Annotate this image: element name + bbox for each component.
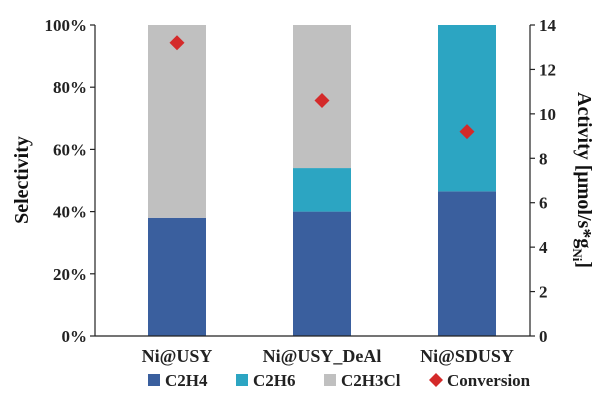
right-tick-label: 14 (539, 16, 557, 35)
right-tick-label: 4 (539, 238, 548, 257)
x-category-labels: Ni@USY Ni@USY_DeAl Ni@SDUSY (142, 346, 514, 366)
left-tick-label: 40% (53, 203, 87, 222)
right-tick-label: 2 (539, 283, 548, 302)
y2-axis-title-subscript: Ni (570, 248, 585, 261)
category-label-3: Ni@SDUSY (420, 346, 514, 366)
conversion-marker-1 (169, 35, 185, 51)
category-label-1: Ni@USY (142, 346, 213, 366)
legend-swatch-conversion (429, 373, 443, 387)
bar-c2h3cl-1 (148, 25, 206, 218)
y2-axis-title-main: Activity [μmol/s*g (573, 92, 595, 248)
legend-swatch-c2h3cl (324, 374, 336, 386)
right-tick-label: 6 (539, 194, 548, 213)
left-tick-label: 80% (53, 78, 87, 97)
right-tick-label: 12 (539, 60, 556, 79)
bar-c2h6-3 (438, 25, 496, 192)
bars-group (148, 25, 496, 336)
right-tick-label: 8 (539, 149, 548, 168)
left-tick-label: 100% (45, 16, 88, 35)
legend-label-c2h6: C2H6 (253, 371, 296, 390)
right-y-ticks: 0 2 4 6 8 10 12 14 (530, 16, 557, 346)
left-tick-label: 0% (62, 327, 88, 346)
bar-c2h4-1 (148, 217, 206, 336)
bar-c2h6-2 (293, 168, 351, 212)
conversion-marker-2 (314, 93, 330, 109)
right-tick-label: 0 (539, 327, 548, 346)
bar-c2h4-2 (293, 211, 351, 336)
category-label-2: Ni@USY_DeAl (263, 346, 382, 366)
legend-swatch-c2h4 (148, 374, 160, 386)
left-tick-label: 60% (53, 140, 87, 159)
left-tick-label: 20% (53, 265, 87, 284)
right-tick-label: 10 (539, 105, 556, 124)
legend-label-c2h3cl: C2H3Cl (341, 371, 401, 390)
bar-c2h4-3 (438, 191, 496, 336)
conversion-marker-3 (459, 124, 475, 140)
legend-label-c2h4: C2H4 (165, 371, 208, 390)
y-axis-title: Selectivity (11, 136, 33, 224)
legend-label-conversion: Conversion (447, 371, 531, 390)
y2-axis-title-end: ] (573, 261, 595, 268)
left-y-ticks: 0% 20% 40% 60% 80% 100% (45, 16, 95, 346)
legend-swatch-c2h6 (236, 374, 248, 386)
conversion-markers-group (169, 35, 475, 140)
y2-axis-title: Activity [μmol/s*gNi] (570, 92, 595, 268)
legend: C2H4 C2H6 C2H3Cl Conversion (148, 371, 531, 390)
